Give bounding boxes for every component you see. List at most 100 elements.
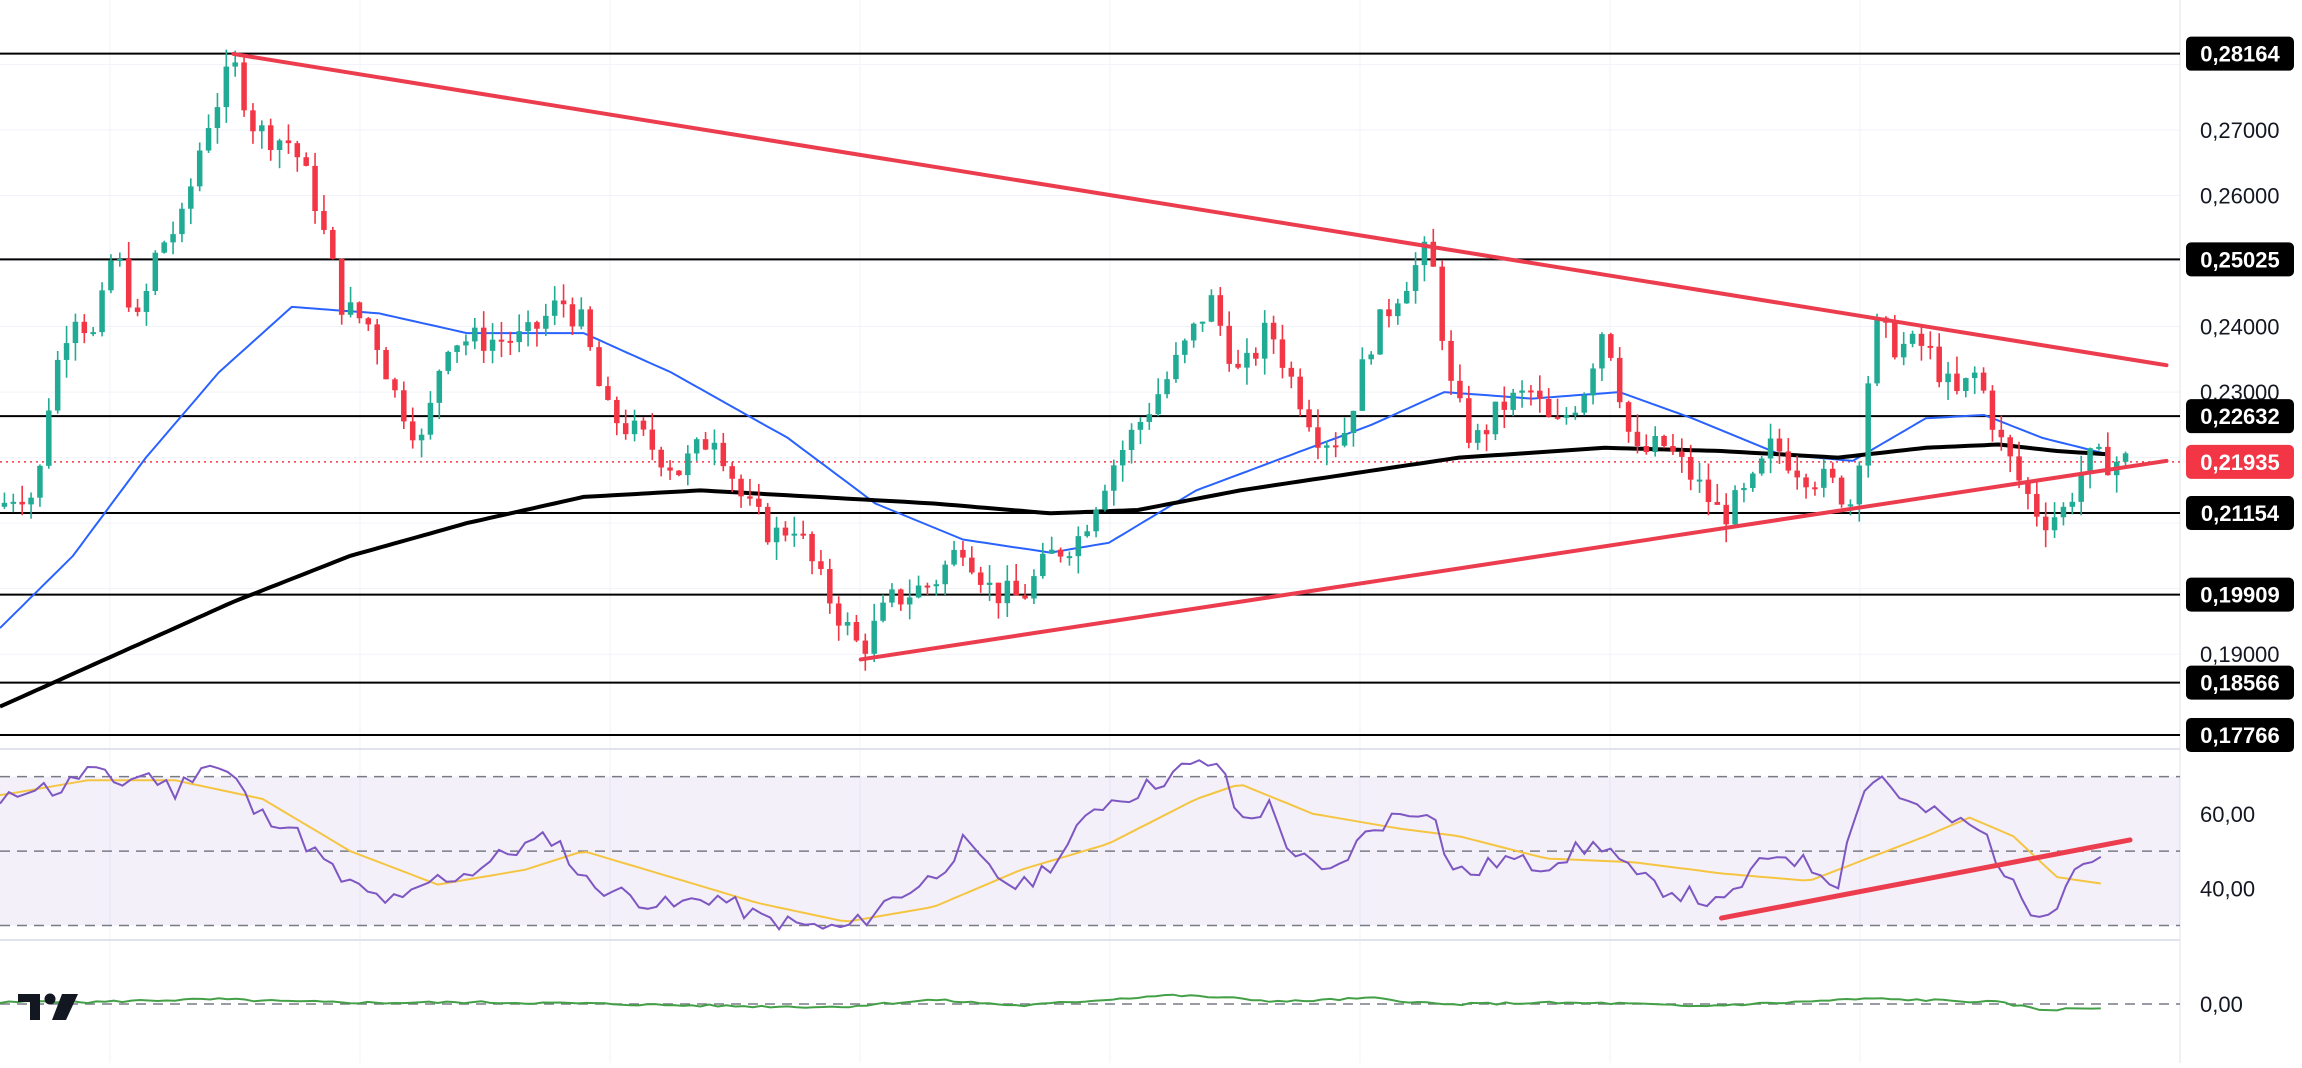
candle-up (152, 250, 159, 296)
candle-body (356, 302, 363, 319)
level-tag-label: 0,21154 (2201, 501, 2280, 526)
candle-body (658, 449, 664, 468)
candle-body (1989, 390, 1996, 430)
candle-body (720, 442, 727, 467)
candle-body (1403, 290, 1410, 304)
candle-down (658, 446, 664, 477)
candle-down (1785, 438, 1792, 474)
candle-body (1270, 322, 1277, 340)
candle-up (1945, 361, 1951, 400)
candle-up (2087, 447, 2093, 489)
candle-up (2096, 443, 2102, 451)
candle-body (756, 498, 762, 507)
candle-body (134, 307, 141, 312)
candle-up (1963, 377, 1969, 398)
axis-background (2181, 0, 2302, 1063)
candle-down (818, 550, 824, 576)
candle-down (1714, 484, 1721, 505)
candle-up (90, 326, 96, 337)
candle-body (1253, 352, 1259, 359)
candle-body (1758, 458, 1765, 474)
candle-up (951, 540, 957, 567)
candle-body (1466, 398, 1472, 443)
candle-down (977, 566, 984, 593)
candle-body (188, 186, 194, 209)
candle-body (1199, 321, 1206, 324)
candle-up (1572, 406, 1579, 420)
candle-body (1155, 394, 1161, 415)
rsi-line (0, 759, 2102, 932)
oscillator-tick-label: 0,00 (2200, 992, 2243, 1017)
candle-body (1474, 430, 1481, 443)
candle-up (1421, 236, 1428, 282)
candle-up (276, 138, 283, 169)
candle-down (19, 485, 25, 516)
candle-down (1306, 399, 1312, 432)
candle-up (685, 445, 691, 486)
candle-up (1324, 440, 1330, 466)
candle-up (1031, 569, 1037, 604)
candle-body (196, 150, 203, 187)
candle-up (889, 583, 895, 608)
candle-up (108, 254, 114, 294)
candle-up (37, 464, 43, 507)
candle-body (480, 327, 487, 351)
candle-down (1936, 333, 1942, 388)
candle-body (46, 410, 52, 466)
candle-down (960, 540, 966, 567)
candle-up (436, 369, 443, 420)
candle-down (303, 152, 309, 167)
candle-down (294, 140, 301, 172)
candle-body (54, 359, 61, 411)
candle-up (1412, 252, 1419, 304)
candlesticks (1, 49, 2129, 671)
candle-down (614, 396, 620, 436)
level-tag-label: 0,21935 (2200, 450, 2280, 475)
level-price-tag: 0,28164 (2186, 36, 2294, 71)
candle-body (1794, 470, 1800, 478)
candle-body (303, 157, 309, 166)
candle-body (1146, 414, 1153, 422)
candle-down (330, 226, 336, 260)
ma-long-line (0, 442, 2109, 709)
level-tag-label: 0,19909 (2200, 583, 2280, 608)
candle-down (1687, 444, 1694, 491)
candle-up (1182, 338, 1188, 364)
candle-body (835, 603, 842, 626)
candle-down (1616, 347, 1623, 409)
candle-down (747, 478, 753, 506)
candle-body (1501, 401, 1508, 410)
price-axis: 0,270000,260000,240000,230000,190000,281… (2181, 0, 2302, 1063)
candle-up (1563, 407, 1570, 425)
candle-body (560, 300, 567, 305)
candle-body (152, 252, 159, 291)
level-tag-label: 0,28164 (2200, 42, 2280, 67)
candle-down (321, 195, 327, 235)
candle-down (835, 596, 842, 641)
resistance-trendline (231, 51, 2169, 368)
candle-body (2034, 493, 2040, 517)
candle-down (1528, 385, 1534, 406)
price-tick-label: 0,27000 (2200, 118, 2280, 143)
candle-down (1226, 311, 1232, 372)
candle-up (933, 579, 940, 596)
candle-body (1661, 435, 1667, 447)
candle-up (117, 252, 123, 267)
candle-up (1652, 426, 1658, 457)
candle-body (1847, 504, 1854, 507)
rsi-trendline (1719, 837, 2133, 921)
candle-down (560, 284, 567, 318)
candle-body (986, 582, 993, 585)
candle-body (161, 242, 167, 253)
candle-up (1510, 388, 1516, 417)
level-price-tag: 0,22632 (2186, 399, 2294, 434)
candle-body (1696, 479, 1703, 482)
candle-down (507, 331, 514, 356)
candle-body (862, 640, 869, 654)
candle-down (1253, 347, 1259, 366)
candle-down (1794, 455, 1800, 490)
candle-down (756, 483, 762, 515)
candle-down (1332, 432, 1339, 458)
